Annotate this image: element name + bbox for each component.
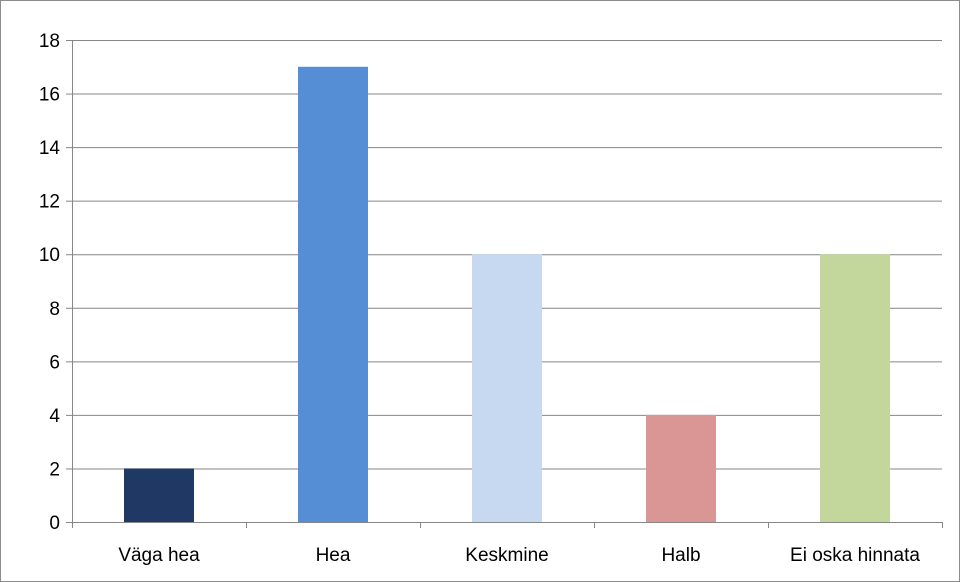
y-tick-label: 18 [39, 31, 60, 52]
y-tick-label: 4 [49, 406, 60, 427]
y-tick-label: 16 [39, 85, 60, 106]
x-tick-label: Hea [316, 545, 351, 566]
bar [646, 414, 716, 522]
x-tick-label: Keskmine [465, 545, 548, 566]
axes [66, 40, 943, 528]
y-tick-label: 0 [49, 513, 60, 534]
gridlines [72, 40, 942, 470]
x-tick-labels: Väga hea Hea Keskmine Halb Ei oska hinnata [118, 545, 920, 566]
bar [124, 468, 194, 522]
x-tick-label: Halb [661, 545, 700, 566]
bar [820, 254, 890, 522]
y-tick-label: 8 [49, 299, 60, 320]
y-tick-label: 12 [39, 192, 60, 213]
y-tick-labels: 0 2 4 6 8 10 12 14 16 18 [39, 31, 61, 534]
y-tick-label: 2 [49, 459, 60, 480]
bar [472, 254, 542, 522]
bar [298, 66, 368, 523]
bars [124, 66, 890, 523]
y-tick-label: 14 [39, 138, 61, 159]
x-tick-label: Väga hea [118, 545, 200, 566]
x-tick-label: Ei oska hinnata [790, 545, 920, 566]
y-tick-label: 10 [39, 245, 60, 266]
y-tick-label: 6 [49, 352, 60, 373]
